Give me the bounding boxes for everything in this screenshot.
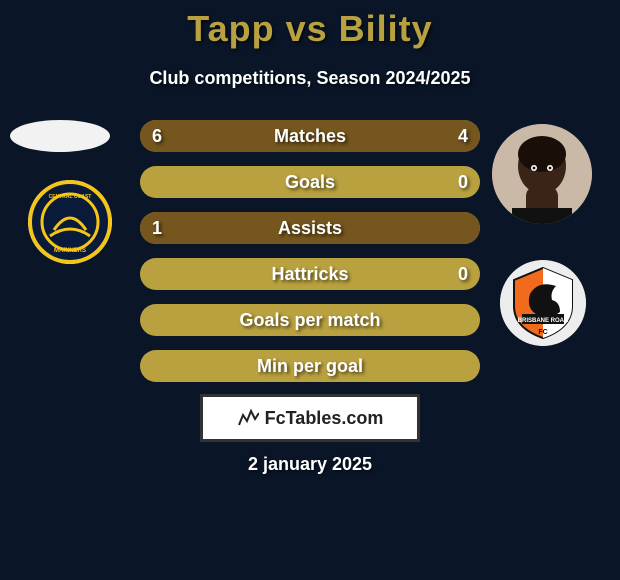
comparison-bars: Matches64Goals0Assists1Hattricks0Goals p… <box>140 120 480 396</box>
player-silhouette-icon <box>10 120 110 152</box>
stat-bar-left-fill <box>140 120 344 152</box>
watermark-text: FcTables.com <box>265 408 384 429</box>
stat-bar: Hattricks0 <box>140 258 480 290</box>
mariners-badge-icon: CENTRAL COAST MARINERS <box>28 180 112 264</box>
brisbane-roar-badge-icon: BRISBANE ROAR FC <box>500 260 586 346</box>
stat-bar: Goals per match <box>140 304 480 336</box>
stat-bar-left-fill <box>140 212 480 244</box>
right-player-photo <box>492 124 592 224</box>
svg-text:MARINERS: MARINERS <box>54 248 86 254</box>
stat-bar-right-value: 4 <box>458 120 468 152</box>
stat-bar-label: Min per goal <box>140 350 480 382</box>
svg-text:CENTRAL COAST: CENTRAL COAST <box>49 194 92 200</box>
stat-bar: Assists1 <box>140 212 480 244</box>
fctables-logo-icon <box>237 407 259 429</box>
watermark: FcTables.com <box>200 394 420 442</box>
left-club-badge: CENTRAL COAST MARINERS <box>28 180 112 264</box>
stat-bar-right-value: 0 <box>458 166 468 198</box>
page-title: Tapp vs Bility <box>0 0 620 50</box>
date-text: 2 january 2025 <box>0 454 620 475</box>
stat-bar: Min per goal <box>140 350 480 382</box>
stat-bar-label: Goals <box>140 166 480 198</box>
stat-bar-left-value: 1 <box>152 212 162 244</box>
stat-bar-label: Hattricks <box>140 258 480 290</box>
stat-bar-left-value: 6 <box>152 120 162 152</box>
svg-text:BRISBANE ROAR: BRISBANE ROAR <box>518 318 569 324</box>
subtitle: Club competitions, Season 2024/2025 <box>0 68 620 89</box>
stat-bar-right-value: 0 <box>458 258 468 290</box>
stat-bar: Matches64 <box>140 120 480 152</box>
svg-text:FC: FC <box>538 329 547 336</box>
player-portrait-icon <box>492 124 592 224</box>
left-player-photo <box>10 120 110 152</box>
right-club-badge: BRISBANE ROAR FC <box>500 260 586 346</box>
stat-bar-label: Goals per match <box>140 304 480 336</box>
stat-bar: Goals0 <box>140 166 480 198</box>
